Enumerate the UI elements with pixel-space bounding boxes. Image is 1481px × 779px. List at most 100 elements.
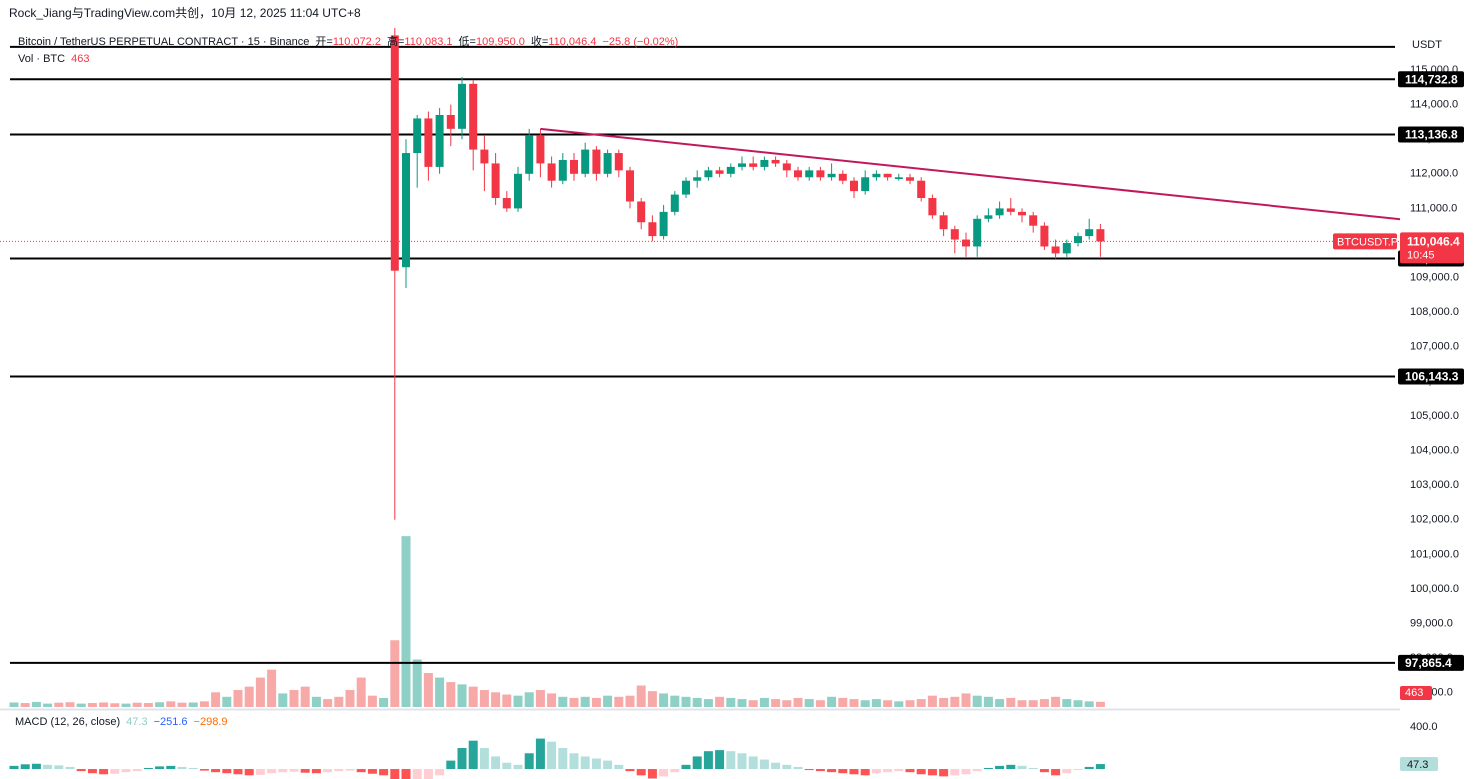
macd-bar (1017, 765, 1027, 770)
candle-body (558, 159, 567, 181)
macd-bar (132, 769, 142, 772)
volume-bar (715, 696, 725, 707)
macd-bar (9, 765, 19, 770)
ticker-label: BTCUSDT.P (1337, 236, 1398, 248)
volume-bar (995, 699, 1005, 707)
candle-body (581, 149, 590, 174)
volume-bar (703, 699, 713, 707)
macd-bar (950, 769, 960, 776)
level-label: 106,143.3 (1405, 370, 1459, 384)
candle-body (726, 166, 735, 174)
macd-bar (31, 763, 41, 770)
y-tick-label: 99,000.0 (1410, 618, 1453, 630)
candle-body (592, 149, 601, 174)
volume-bar (748, 700, 758, 707)
macd-bar (737, 753, 747, 770)
macd-bar (670, 769, 680, 773)
candle-body (917, 180, 926, 199)
price-tag (1400, 232, 1464, 264)
volume-bar (446, 682, 456, 707)
y-tick-label: 104,000.0 (1410, 445, 1459, 457)
candle-body (547, 163, 556, 181)
macd-bar (1073, 769, 1083, 771)
legend-value: 109,950.0 (476, 36, 525, 48)
macd-bar (65, 766, 75, 770)
candle-body (928, 198, 937, 216)
y-tick-label: 114,000.0 (1410, 99, 1458, 111)
volume-bar (1073, 700, 1083, 707)
macd-bar (379, 769, 389, 776)
volume-bar (871, 699, 881, 707)
macd-bar (491, 756, 501, 770)
volume-bar (87, 703, 97, 707)
level-tag (1398, 71, 1464, 88)
volume-bar (580, 696, 590, 707)
volume-bar (916, 699, 926, 707)
candle-body (480, 149, 489, 164)
candle-body (760, 159, 769, 167)
macd-bar (54, 765, 64, 770)
macd-bar (390, 769, 400, 779)
volume-bar (972, 695, 982, 707)
volume-bar (367, 695, 377, 707)
y-tick-label: 111,000.0 (1410, 202, 1457, 214)
volume-bar (558, 696, 568, 707)
volume-bar (838, 697, 848, 707)
macd-bar (547, 741, 557, 770)
volume-bar (54, 702, 64, 707)
candle-body (1074, 236, 1082, 244)
volume-bar (647, 691, 657, 707)
candle-body (626, 170, 634, 202)
macd-bar (636, 769, 646, 776)
macd-bar (278, 769, 288, 773)
y-tick-label: 109,000.0 (1410, 272, 1459, 284)
attribution: Rock_Jiang与TradingView.com共创，10月 12, 202… (9, 6, 361, 20)
ticker-tag (1333, 233, 1397, 250)
volume-bar (894, 701, 904, 707)
candle-body (939, 215, 948, 230)
labels: Rock_Jiang与TradingView.com共创，10月 12, 202… (9, 6, 1442, 728)
volume-bar (300, 686, 310, 707)
candle-body (614, 153, 623, 171)
macd-bar (1028, 767, 1038, 770)
volume-bar (479, 690, 489, 707)
candle-body (1029, 215, 1038, 226)
macd-bar (513, 764, 523, 770)
y-tick-label: 102,000.0 (1410, 514, 1459, 526)
candle-body (950, 229, 959, 240)
volume-bar (43, 703, 53, 707)
candle-body (973, 218, 982, 247)
volume-bar (883, 700, 893, 707)
macd-bar (222, 769, 232, 774)
signal-value: −298.9 (194, 716, 228, 728)
volume-bar (199, 701, 209, 707)
macd-tag-label: 47.3 (1407, 759, 1428, 771)
macd-bar (356, 769, 366, 773)
macd-bar (1051, 769, 1061, 776)
macd-bar (267, 769, 277, 774)
candle-body (962, 239, 970, 247)
volume-bar (143, 703, 153, 707)
candle-body (435, 114, 444, 167)
candle-body (906, 177, 914, 181)
volume-bar (983, 696, 993, 707)
volume-bar (31, 701, 41, 707)
macd-bar (99, 769, 109, 775)
volume-bar (390, 640, 400, 707)
macd-tag (1400, 757, 1438, 772)
volume-bar (692, 697, 702, 707)
volume-bar (670, 695, 680, 707)
volume-bar (379, 697, 389, 707)
macd-bar (715, 750, 725, 770)
macd-bar (1006, 764, 1016, 770)
candle-body (838, 173, 847, 181)
macd-bar (211, 769, 221, 773)
volume-bar (99, 702, 109, 707)
y-tick-label: 100,000.0 (1410, 583, 1459, 595)
candle-body (984, 215, 993, 219)
volume-bar (860, 700, 870, 707)
macd-bar (110, 769, 120, 774)
volume-value: 463 (71, 53, 89, 65)
candle-body (670, 194, 679, 212)
macd-bar (188, 767, 198, 770)
